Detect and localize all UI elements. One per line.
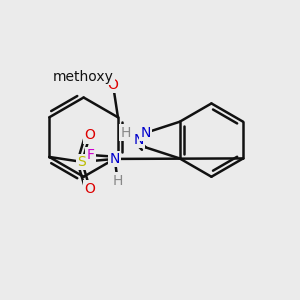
Text: N: N bbox=[110, 152, 120, 166]
Text: methoxy: methoxy bbox=[53, 70, 114, 84]
Text: S: S bbox=[78, 155, 86, 169]
Text: methoxy: methoxy bbox=[53, 70, 114, 84]
Text: O: O bbox=[85, 128, 95, 142]
Text: H: H bbox=[112, 174, 123, 188]
Text: F: F bbox=[86, 148, 94, 162]
Text: N: N bbox=[141, 126, 151, 140]
Text: H: H bbox=[121, 126, 131, 140]
Text: O: O bbox=[85, 182, 95, 196]
Text: N: N bbox=[134, 133, 144, 147]
Text: O: O bbox=[107, 78, 118, 92]
